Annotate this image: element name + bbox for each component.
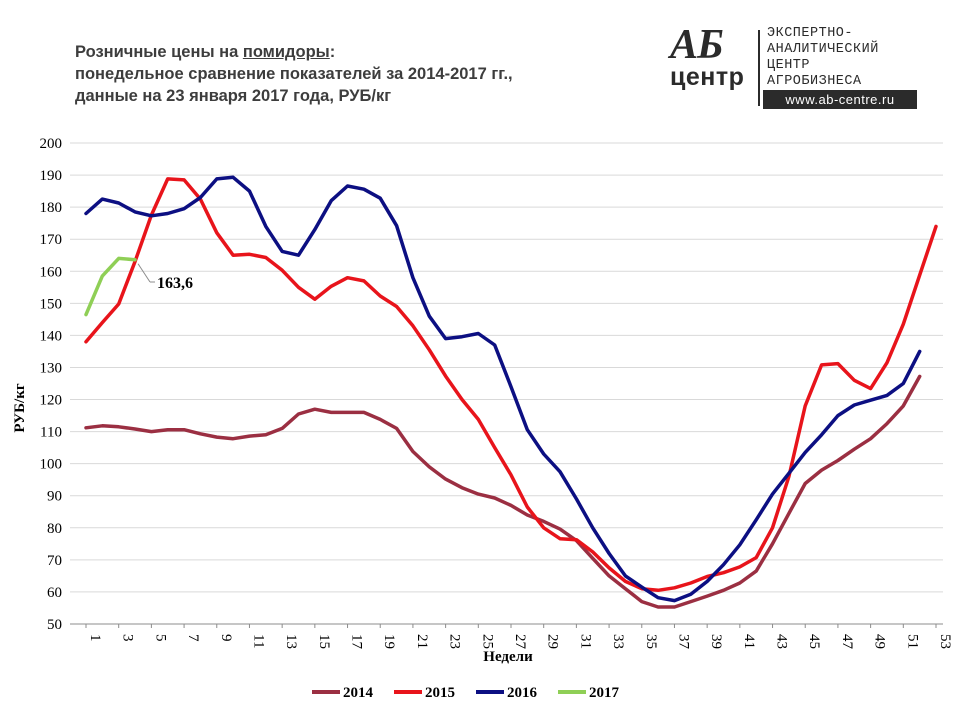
logo-center-word: центр [670, 63, 745, 91]
legend-label-2014: 2014 [343, 685, 374, 701]
logo-url: www.ab-centre.ru [763, 90, 917, 109]
x-tick-label: 35 [643, 634, 659, 649]
series-line-2016 [84, 175, 922, 603]
x-tick-label: 9 [218, 634, 234, 642]
series-line-2014 [84, 374, 922, 609]
x-tick-label: 3 [120, 634, 136, 642]
ab-centre-logo: АБ центр ЭКСПЕРТНО- АНАЛИТИЧЕСКИЙ ЦЕНТР … [668, 24, 920, 110]
title-line-1: Розничные цены на помидоры: [75, 43, 336, 61]
y-tick-label: 180 [40, 200, 63, 216]
x-tick-label: 37 [675, 634, 691, 650]
y-tick-label: 80 [47, 521, 62, 537]
subtitle-line-1: понедельное сравнение показателей за 201… [75, 65, 513, 83]
logo-caption: ЭКСПЕРТНО- АНАЛИТИЧЕСКИЙ ЦЕНТР АГРОБИЗНЕ… [767, 26, 879, 89]
series-line-2015 [84, 177, 938, 593]
y-tick-label: 140 [40, 328, 63, 344]
x-tick-label: 23 [447, 634, 463, 649]
x-tick-label: 53 [937, 634, 953, 649]
y-tick-label: 50 [47, 617, 62, 633]
y-tick-label: 110 [40, 425, 62, 441]
x-tick-label: 29 [545, 634, 561, 649]
x-tick-label: 43 [774, 634, 790, 649]
legend-label-2015: 2015 [425, 685, 455, 701]
legend-label-2016: 2016 [507, 685, 538, 701]
x-tick-label: 19 [381, 634, 397, 649]
logo-ab-letters: АБ [670, 22, 724, 68]
x-tick-label: 51 [904, 634, 920, 649]
chart-title: Розничные цены на помидоры: понедельное … [75, 41, 513, 107]
y-tick-label: 160 [40, 264, 63, 280]
x-tick-label: 13 [283, 634, 299, 649]
legend: 2014 2015 2016 2017 [312, 685, 620, 701]
annotation-leader [137, 263, 151, 283]
x-tick-label: 47 [839, 634, 855, 650]
x-tick-label: 1 [87, 634, 103, 642]
y-tick-label: 130 [40, 360, 63, 376]
x-tick-label: 39 [708, 634, 724, 649]
series-line-2017 [84, 256, 137, 317]
x-tick-label: 11 [250, 634, 266, 648]
x-tick-label: 21 [414, 634, 430, 649]
y-axis-label: РУБ/кг [12, 383, 28, 433]
grid-lines [70, 142, 943, 593]
x-tick-label: 45 [806, 634, 822, 649]
y-tick-label: 70 [47, 553, 62, 569]
subtitle-line-2: данные на 23 января 2017 года, РУБ/кг [75, 87, 392, 105]
y-tick-label: 200 [40, 136, 63, 152]
x-tick-label: 7 [185, 634, 201, 642]
y-tick-label: 170 [40, 232, 63, 248]
y-tick-label: 60 [47, 585, 62, 601]
x-tick-label: 25 [479, 634, 495, 649]
x-tick-label: 49 [872, 634, 888, 649]
title-product: помидоры [242, 43, 330, 61]
x-tick-label: 5 [152, 634, 168, 642]
series-lines [84, 175, 938, 609]
x-axis-label: Недели [483, 649, 533, 665]
x-tick-label: 17 [349, 634, 365, 650]
x-axis-ticks: 1 3 5 7 9 11 13 15 17 19 21 23 25 27 29 31 33 35 37 39 41 43 4… [85, 624, 953, 650]
annotation-label: 163,6 [157, 275, 193, 292]
y-tick-label: 150 [40, 296, 63, 312]
y-tick-label: 190 [40, 168, 63, 184]
legend-label-2017: 2017 [589, 685, 620, 701]
x-tick-label: 15 [316, 634, 332, 649]
x-tick-label: 31 [577, 634, 593, 649]
y-tick-label: 100 [40, 457, 63, 473]
x-tick-label: 41 [741, 634, 757, 649]
x-tick-label: 33 [610, 634, 626, 649]
y-axis-ticks: 50 60 70 80 90 100 110 120 130 140 150 160 170 180 190… [40, 136, 63, 633]
y-tick-label: 120 [40, 393, 63, 409]
x-tick-label: 27 [512, 634, 528, 650]
y-tick-label: 90 [47, 489, 62, 505]
logo-divider [758, 30, 760, 106]
annotation: 163,6 [137, 263, 193, 292]
